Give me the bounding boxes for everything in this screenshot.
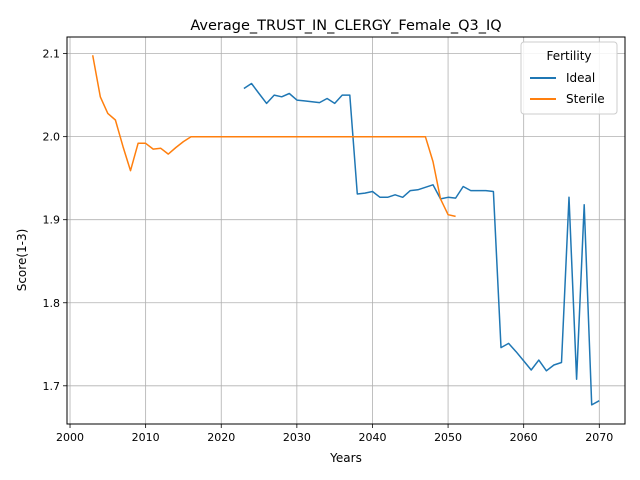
x-axis-label: Years — [329, 451, 362, 465]
y-tick-label: 2.0 — [43, 131, 61, 144]
series-line-sterile — [91, 55, 456, 218]
legend-label-ideal: Ideal — [566, 71, 595, 85]
axes-frame — [66, 36, 626, 425]
y-tick-label: 2.1 — [43, 48, 61, 61]
y-axis-ticks: 1.7 1.8 1.9 2.0 2.1 — [43, 48, 67, 393]
x-tick-label: 2040 — [358, 431, 386, 444]
x-tick-label: 2030 — [283, 431, 311, 444]
x-tick-label: 2000 — [56, 431, 84, 444]
x-tick-label: 2020 — [207, 431, 235, 444]
chart-title: Average_TRUST_IN_CLERGY_Female_Q3_IQ — [190, 18, 501, 34]
x-tick-label: 2010 — [132, 431, 160, 444]
x-tick-label: 2050 — [434, 431, 462, 444]
series-lines — [91, 55, 600, 406]
y-tick-label: 1.9 — [43, 214, 61, 227]
legend-label-sterile: Sterile — [566, 92, 605, 106]
y-axis-label: Score(1-3) — [15, 229, 29, 292]
x-tick-label: 2070 — [585, 431, 613, 444]
legend-title: Fertility — [546, 49, 591, 63]
y-tick-label: 1.7 — [43, 380, 61, 393]
x-axis-ticks: 2000 2010 2020 2030 2040 2050 2060 2070 — [56, 424, 613, 444]
series-line-ideal — [243, 82, 600, 406]
x-tick-label: 2060 — [510, 431, 538, 444]
legend-box — [520, 41, 618, 115]
legend: Fertility Ideal Sterile — [520, 41, 618, 115]
y-tick-label: 1.8 — [43, 297, 61, 310]
